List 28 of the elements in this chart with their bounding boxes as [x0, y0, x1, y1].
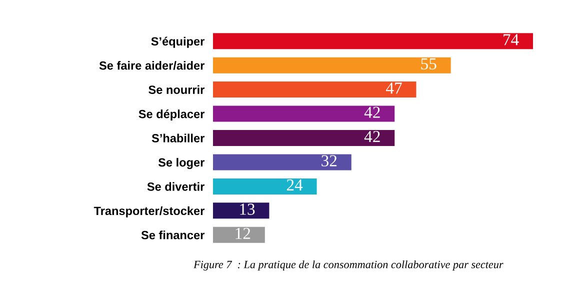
bar: [213, 226, 265, 243]
data-label: 47: [386, 82, 402, 94]
bar: [213, 202, 270, 219]
caption: Figure 7 : La pratique de la consommation collaborative par secteur: [194, 260, 504, 271]
y-tick-label: Se déplacer: [138, 109, 204, 121]
y-tick-label: Se loger: [158, 158, 204, 169]
data-label: 55: [421, 58, 436, 70]
bar: [213, 57, 451, 74]
y-tick-label: Se nourrir: [148, 85, 204, 94]
y-tick-label: S’équiper: [151, 36, 204, 48]
data-label: 42: [364, 130, 380, 142]
y-tick-label: Se financer: [141, 230, 204, 240]
data-label: 13: [240, 204, 255, 215]
bar: [213, 106, 395, 122]
data-label: 74: [504, 34, 519, 46]
data-label: 12: [236, 228, 250, 239]
data-label: 32: [322, 155, 337, 166]
data-label: 24: [286, 179, 303, 190]
data-label: 42: [364, 106, 380, 118]
y-tick-label: Transporter/stocker: [94, 206, 204, 218]
bar: [213, 82, 416, 98]
bar: [213, 154, 352, 170]
y-tick-label: S’habiller: [152, 134, 204, 142]
bar: [213, 130, 395, 146]
y-tick-label: Se divertir: [147, 182, 204, 191]
bar: [213, 33, 533, 50]
y-tick-label: Se faire aider/aider: [99, 61, 204, 70]
bar: [213, 178, 317, 194]
